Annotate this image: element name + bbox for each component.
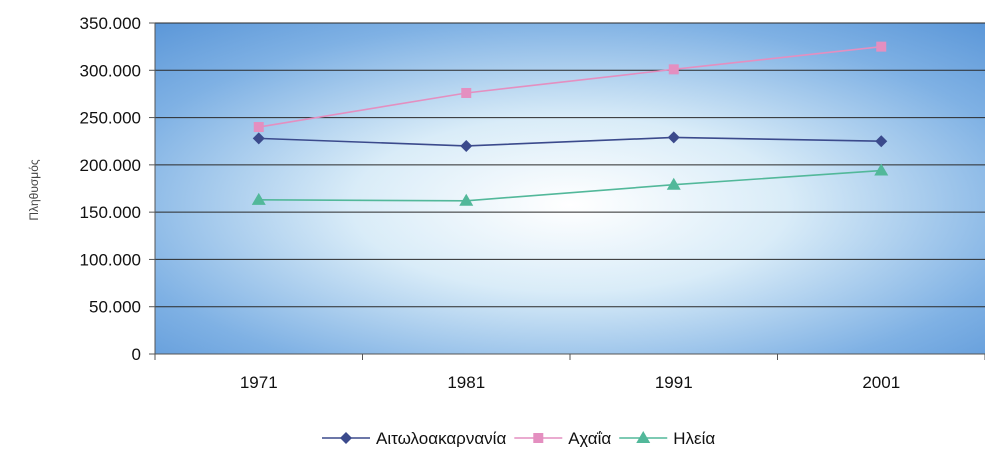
data-point [668,64,679,75]
y-tick-label: 150.000 [80,203,141,222]
y-tick-label: 0 [132,345,141,364]
y-tick-label: 200.000 [80,156,141,175]
x-tick-label: 1981 [447,373,485,392]
data-point [460,139,473,152]
y-tick-label: 100.000 [80,250,141,269]
data-point [667,131,680,144]
data-point [461,87,472,98]
data-point [874,163,889,176]
plot-area-background [155,23,985,354]
legend-marker [533,433,544,443]
y-tick-label: 50.000 [89,298,141,317]
legend-item-3: Ηλεία [619,429,715,448]
series-2 [253,41,887,133]
data-point [876,41,887,52]
series-line [258,45,882,128]
x-tick-label: 1991 [655,373,693,392]
legend-marker [340,432,352,444]
legend-label: Ηλεία [673,429,715,447]
legend-label: Αχαΐα [568,429,611,447]
legend-label: Αιτωλοακαρνανία [376,429,506,447]
legend: Αιτωλοακαρνανία Αχαΐα Ηλεία [322,429,715,448]
x-tick-label: 2001 [862,373,900,392]
series-line [258,136,882,147]
y-tick-label: 300.000 [80,61,141,80]
axes: 0 50.000 100.000 150.000 200.000 250.000 300.0… [80,14,985,392]
data-point [252,132,265,145]
data-point [875,135,888,148]
y-tick-label: 350.000 [80,14,141,33]
data-point [459,193,474,206]
series-3 [251,163,889,206]
legend-marker [636,431,651,443]
series-1 [252,131,888,152]
y-axis-label: Πληθυσμός [27,159,41,221]
series-line [258,169,882,202]
x-tick-label: 1971 [240,373,278,392]
gridlines [155,22,985,308]
series [251,41,889,206]
legend-item-2: Αχαΐα [514,429,611,448]
y-tick-label: 250.000 [80,109,141,128]
data-point [666,177,681,190]
data-point [253,122,264,133]
legend-item-1: Αιτωλοακαρνανία [322,429,506,448]
data-point [251,192,266,205]
